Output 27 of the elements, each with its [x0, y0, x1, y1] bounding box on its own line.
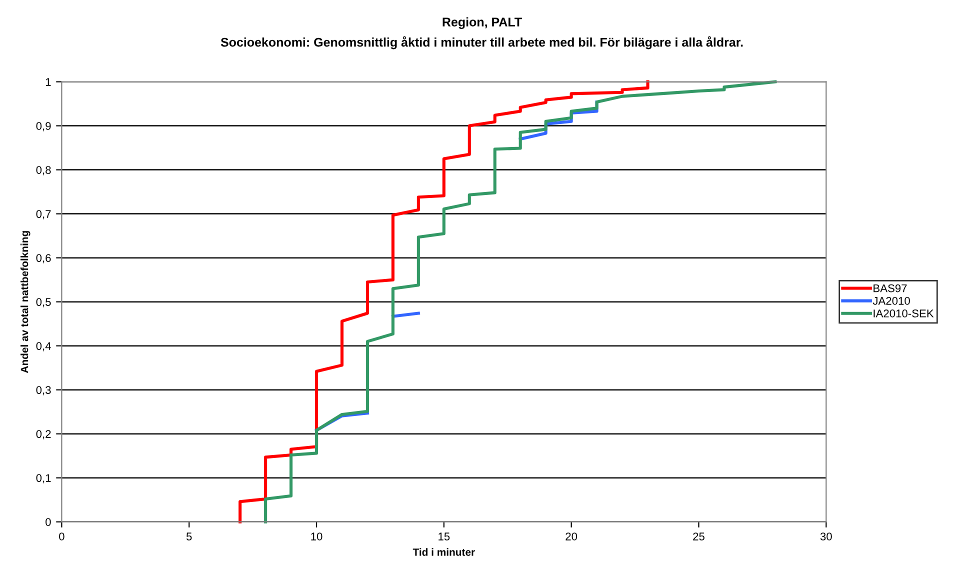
y-tick-label: 0,8	[36, 166, 51, 176]
y-tick-label: 0	[46, 518, 51, 526]
chart-subtitle: Socioekonomi: Genomsnittlig åktid i minuter till arbete med bil. För bilägare i alla åldrar.	[220, 36, 743, 50]
x-tick-label: 25	[693, 532, 704, 540]
x-tick-label: 5	[186, 532, 192, 540]
y-tick-label: 0,3	[36, 386, 51, 396]
x-tick-label: 15	[438, 532, 450, 540]
y-tick-label: 1	[46, 78, 51, 86]
y-axis-title: Andel av total nattbefolkning	[20, 231, 30, 374]
y-tick-label: 0,5	[36, 298, 51, 308]
y-tick-label: 0,6	[36, 254, 51, 264]
x-tick-label: 20	[566, 532, 578, 540]
x-tick-label: 30	[820, 532, 832, 540]
line-series	[264, 80, 777, 524]
legend-label: IA2010-SEK	[874, 310, 934, 318]
y-tick-label: 0,1	[36, 474, 51, 484]
x-tick-label: 0	[59, 532, 64, 540]
legend-label: BAS97	[874, 284, 907, 292]
legend-label: JA2010	[872, 296, 910, 305]
y-tick-label: 0,7	[36, 210, 51, 220]
chart-title: Region, PALT	[442, 17, 522, 29]
x-tick-label: 10	[311, 532, 322, 540]
y-tick-label: 0,9	[36, 122, 51, 132]
y-tick-label: 0,4	[36, 342, 51, 352]
y-tick-label: 0,2	[36, 430, 51, 440]
line-series	[238, 80, 650, 524]
x-axis-title: Tid i minuter	[412, 548, 475, 556]
